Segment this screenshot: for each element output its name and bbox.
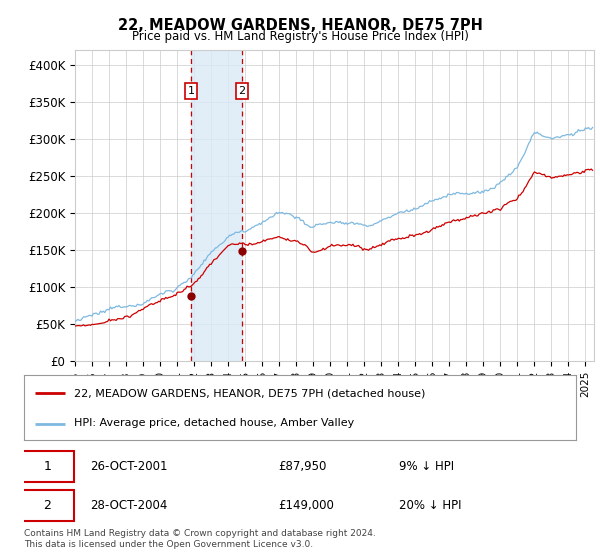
Text: 20% ↓ HPI: 20% ↓ HPI <box>400 499 462 512</box>
Text: 1: 1 <box>188 86 194 96</box>
Text: 2: 2 <box>43 499 51 512</box>
Text: 26-OCT-2001: 26-OCT-2001 <box>90 460 168 473</box>
FancyBboxPatch shape <box>21 490 74 521</box>
Text: 9% ↓ HPI: 9% ↓ HPI <box>400 460 454 473</box>
Text: HPI: Average price, detached house, Amber Valley: HPI: Average price, detached house, Ambe… <box>74 418 354 428</box>
Bar <box>191 50 242 361</box>
FancyBboxPatch shape <box>21 451 74 482</box>
Text: Contains HM Land Registry data © Crown copyright and database right 2024.
This d: Contains HM Land Registry data © Crown c… <box>24 529 376 549</box>
Text: 22, MEADOW GARDENS, HEANOR, DE75 7PH: 22, MEADOW GARDENS, HEANOR, DE75 7PH <box>118 18 482 34</box>
Text: 1: 1 <box>43 460 51 473</box>
Text: £87,950: £87,950 <box>278 460 326 473</box>
Text: £149,000: £149,000 <box>278 499 334 512</box>
Text: 2: 2 <box>239 86 245 96</box>
Text: Price paid vs. HM Land Registry's House Price Index (HPI): Price paid vs. HM Land Registry's House … <box>131 30 469 43</box>
Text: 22, MEADOW GARDENS, HEANOR, DE75 7PH (detached house): 22, MEADOW GARDENS, HEANOR, DE75 7PH (de… <box>74 388 425 398</box>
Text: 28-OCT-2004: 28-OCT-2004 <box>90 499 167 512</box>
